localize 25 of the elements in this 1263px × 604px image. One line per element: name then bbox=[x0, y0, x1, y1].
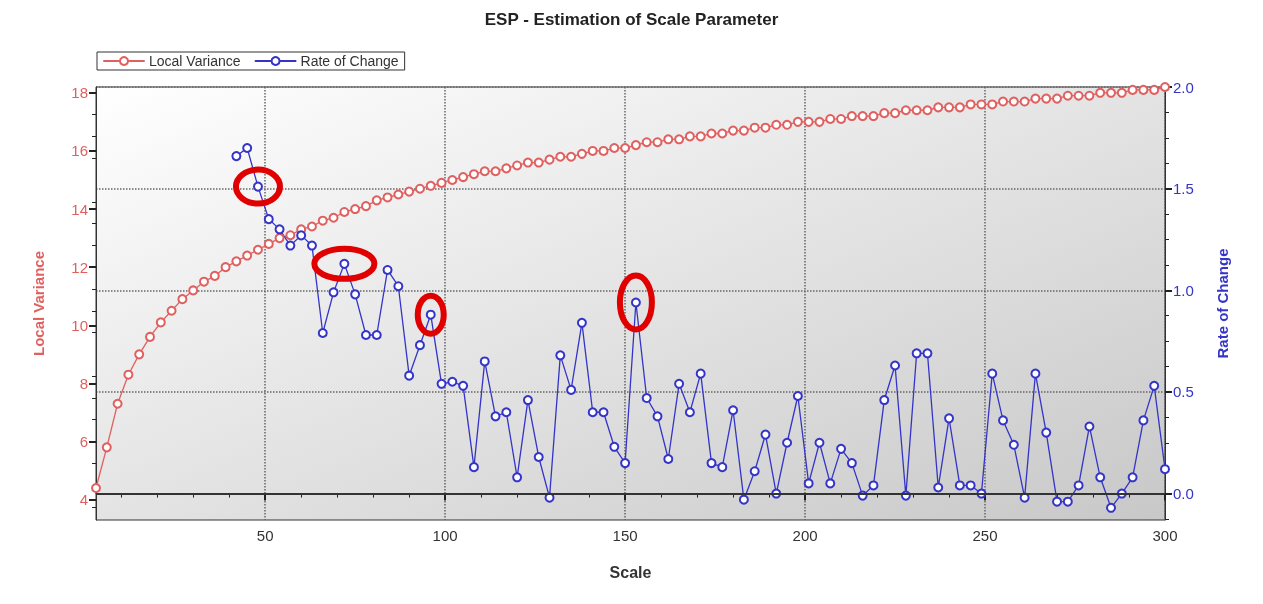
y-tick-label: 8 bbox=[79, 374, 88, 392]
legend-label: Rate of Change bbox=[300, 53, 399, 69]
y-tick-label: 4 bbox=[79, 491, 88, 509]
x-tick-label: 50 bbox=[256, 527, 274, 544]
x-tick-label: 100 bbox=[432, 527, 458, 544]
y2-tick-label: 1.5 bbox=[1173, 180, 1194, 198]
x-axis-title: Scale bbox=[609, 563, 652, 581]
x-tick-label: 300 bbox=[1152, 527, 1178, 544]
x-tick-label: 200 bbox=[792, 527, 818, 544]
y-tick-label: 12 bbox=[71, 258, 88, 276]
x-tick-label: 150 bbox=[612, 527, 638, 544]
y-tick-label: 18 bbox=[71, 84, 88, 102]
chart-title: ESP - Estimation of Scale Parameter bbox=[484, 10, 779, 29]
y2-tick-label: 0.5 bbox=[1173, 383, 1194, 401]
legend-label: Local Variance bbox=[149, 53, 241, 69]
y-tick-label: 16 bbox=[71, 142, 88, 160]
y2-tick-label: 1.0 bbox=[1173, 281, 1194, 299]
y2-tick-label: 2.0 bbox=[1173, 78, 1194, 96]
y-tick-label: 10 bbox=[71, 316, 88, 334]
y-tick-label: 14 bbox=[71, 200, 88, 218]
x-tick-label: 250 bbox=[972, 527, 998, 544]
y2-tick-label: 0.0 bbox=[1173, 485, 1194, 503]
y2-axis-title: Rate of Change bbox=[1214, 248, 1231, 359]
y-axis-title: Local Variance bbox=[30, 250, 47, 357]
y-tick-label: 6 bbox=[79, 433, 88, 451]
